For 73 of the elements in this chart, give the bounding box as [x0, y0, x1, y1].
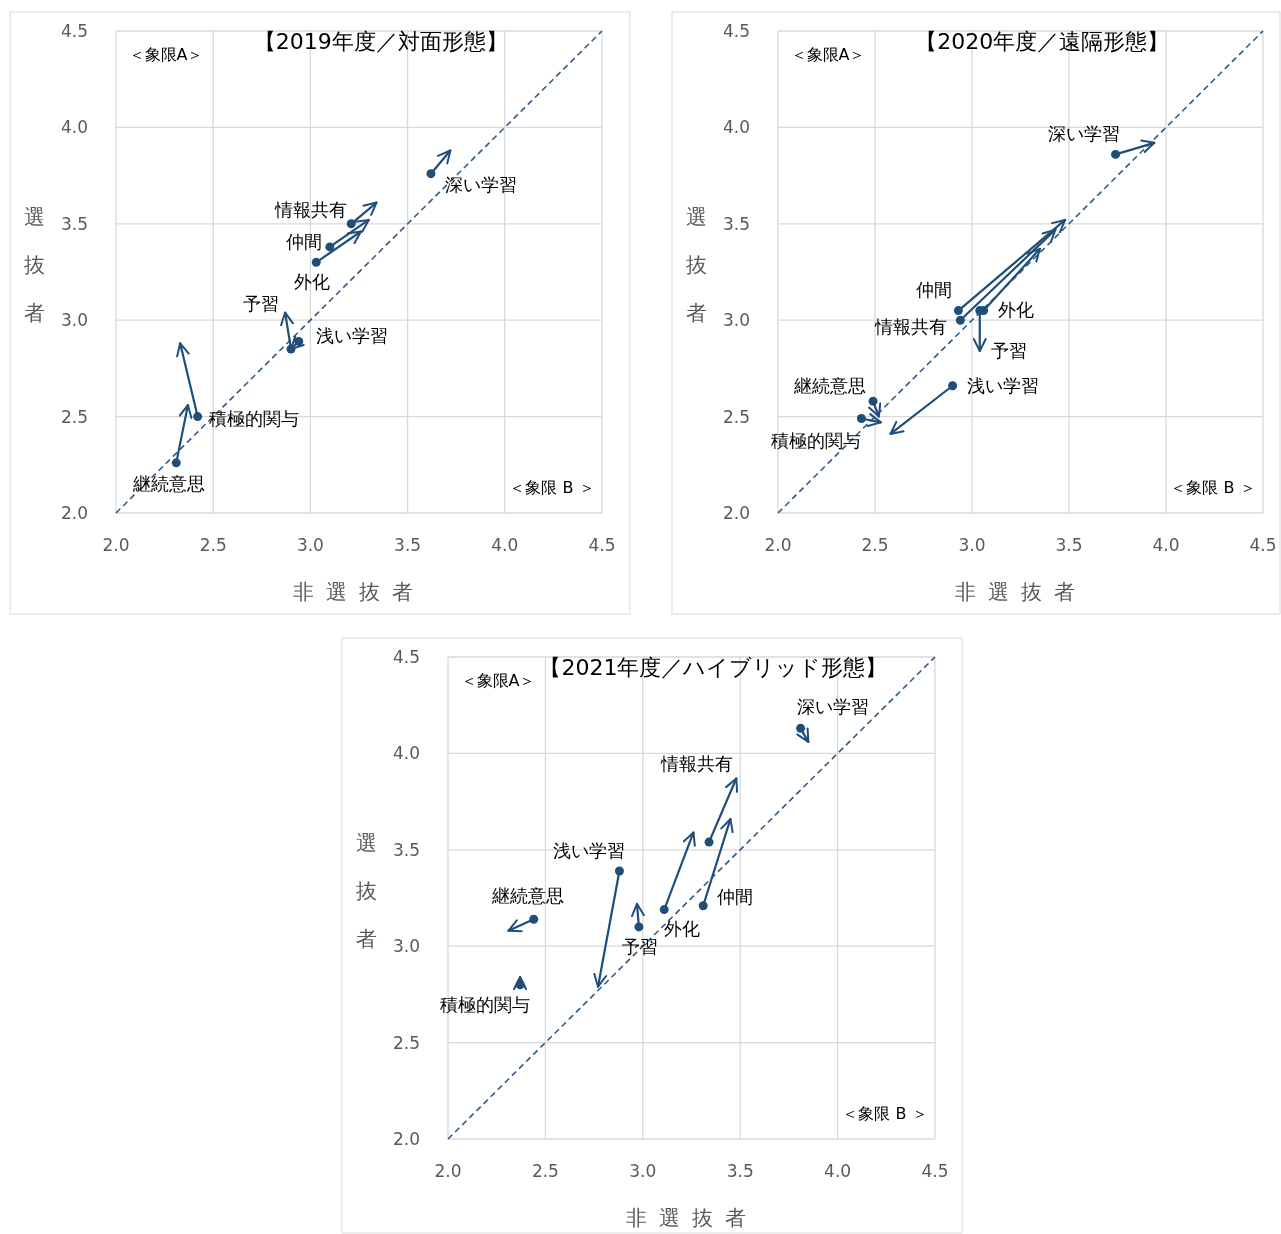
series-label: 情報共有 [660, 753, 734, 775]
x-axis-title: 非選抜者 [293, 580, 425, 604]
y-tick-label: 3.5 [392, 839, 420, 860]
series-label: 外化 [664, 917, 701, 939]
y-axis-title: 選抜者 [23, 204, 45, 325]
x-tick-label: 4.0 [1152, 535, 1180, 555]
chart-title: 【2020年度／遠隔形態】 [915, 29, 1170, 54]
series-label: 深い学習 [796, 696, 869, 718]
y-tick-label: 3.5 [722, 213, 750, 234]
x-tick-label: 3.0 [958, 535, 986, 555]
annotation: ＜象限A＞ [128, 45, 204, 64]
series-label: 積極的関与 [440, 993, 531, 1015]
x-axis-title: 非選抜者 [625, 1206, 758, 1230]
y-axis-title: 選抜者 [685, 204, 707, 325]
x-tick-label: 3.5 [1055, 535, 1083, 555]
x-tick-label: 2.5 [531, 1161, 559, 1181]
series-label: 浅い学習 [966, 374, 1039, 396]
y-tick-label: 4.0 [722, 117, 750, 138]
annotation: ＜象限 B ＞ [1170, 478, 1256, 497]
chart-title: 【2019年度／対面形態】 [253, 29, 508, 54]
y-axis-title: 選抜者 [355, 830, 377, 951]
y-tick-label: 4.5 [722, 21, 750, 41]
series-label: 継続意思 [793, 375, 867, 397]
series-label: 積極的関与 [771, 429, 862, 451]
y-tick-label: 3.5 [60, 213, 88, 234]
x-tick-label: 3.0 [629, 1161, 657, 1181]
x-tick-label: 2.5 [199, 535, 227, 555]
y-tick-label: 2.0 [392, 1129, 420, 1149]
y-tick-label: 3.0 [60, 310, 88, 331]
series-label: 仲間 [916, 278, 953, 300]
series-label: 深い学習 [1047, 123, 1120, 145]
annotation: ＜象限 B ＞ [842, 1104, 928, 1123]
series-label: 浅い学習 [315, 325, 388, 347]
series-label: 継続意思 [490, 885, 564, 907]
x-tick-label: 3.0 [296, 535, 324, 555]
y-tick-label: 2.0 [722, 503, 750, 523]
y-tick-label: 4.0 [392, 743, 420, 764]
series-label: 外化 [294, 271, 331, 293]
y-tick-label: 4.5 [392, 647, 420, 667]
x-tick-label: 4.0 [824, 1161, 852, 1181]
x-tick-label: 4.0 [491, 535, 519, 555]
y-tick-label: 2.5 [722, 406, 750, 427]
x-tick-label: 4.5 [921, 1161, 949, 1181]
y-tick-label: 4.5 [60, 21, 88, 41]
x-axis-title: 非選抜者 [954, 580, 1087, 604]
series-label: 情報共有 [274, 198, 348, 220]
series-label: 継続意思 [132, 472, 206, 494]
series-label: 仲間 [717, 885, 754, 907]
x-tick-label: 2.5 [861, 535, 889, 555]
series-label: 仲間 [285, 230, 322, 252]
x-tick-label: 2.0 [434, 1161, 462, 1181]
y-tick-label: 2.0 [60, 503, 88, 523]
series-label: 情報共有 [874, 316, 948, 338]
series-label: 深い学習 [444, 173, 517, 195]
series-label: 外化 [997, 298, 1034, 320]
x-tick-label: 4.5 [588, 535, 616, 555]
annotation: ＜象限A＞ [790, 45, 866, 64]
chart-title: 【2021年度／ハイブリッド形態】 [539, 655, 888, 680]
y-tick-label: 3.0 [722, 310, 750, 331]
y-tick-label: 4.0 [60, 117, 88, 138]
series-label: 予習 [621, 935, 658, 957]
annotation: ＜象限A＞ [460, 671, 536, 690]
x-tick-label: 2.0 [764, 535, 792, 555]
annotation: ＜象限 B ＞ [509, 478, 595, 497]
series-label: 浅い学習 [553, 840, 626, 862]
y-tick-label: 2.5 [60, 406, 88, 427]
y-tick-label: 2.5 [392, 1032, 420, 1053]
series-label: 予習 [990, 339, 1027, 361]
x-tick-label: 2.0 [102, 535, 130, 555]
series-label: 積極的関与 [208, 407, 299, 429]
x-tick-label: 4.5 [1249, 535, 1277, 555]
y-tick-label: 3.0 [392, 936, 420, 957]
series-label: 予習 [242, 293, 279, 315]
